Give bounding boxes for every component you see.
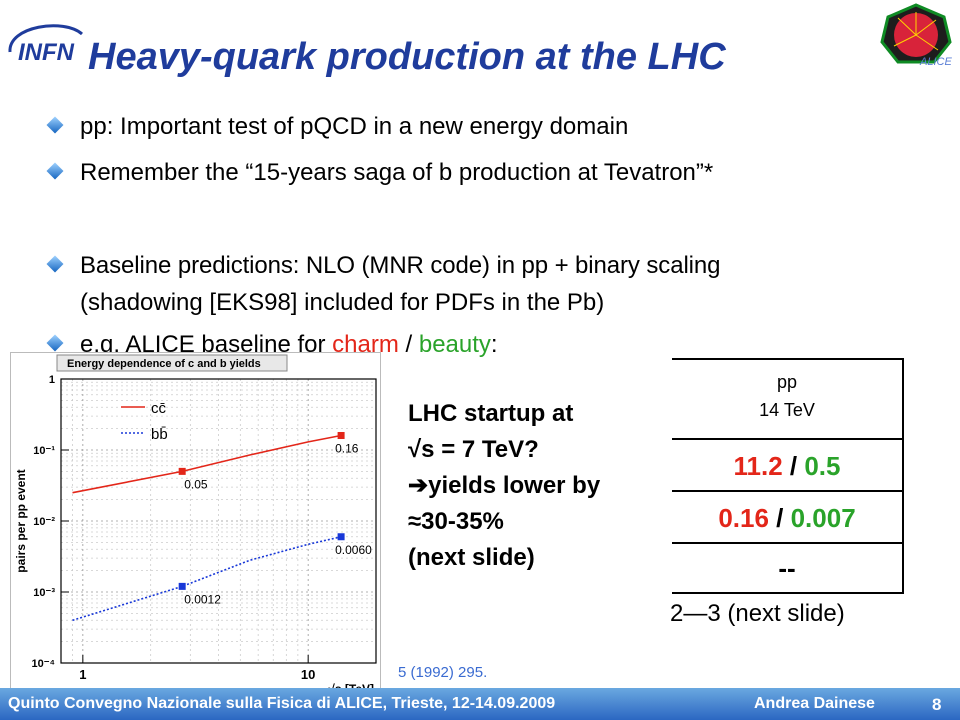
x-tick-label: 10 [301, 667, 315, 682]
callout-line-2: √s = 7 TeV? [408, 436, 539, 463]
table-cell-sep: / [768, 503, 791, 533]
baseline-suffix: : [490, 331, 498, 358]
table-header-energy: 14 TeV [759, 400, 815, 420]
y-tick-label: 10⁻⁴ [32, 658, 55, 670]
chart-canvas: Energy dependence of c and b yields 1 10⁻¹… [14, 354, 377, 696]
y-axis-label: pairs per pp event [14, 469, 28, 572]
bullet-text-2: Remember the “15-years saga of b product… [80, 159, 714, 186]
table-row-charm-beauty-1: 11.2 / 0.5 [672, 438, 902, 492]
series-line-charm [72, 434, 342, 494]
table-row-charm-beauty-2: 0.16 / 0.007 [672, 490, 902, 544]
callout-line-1: LHC startup at [408, 400, 574, 427]
y-tick-label: 1 [49, 374, 55, 386]
series-line-beauty [72, 536, 342, 622]
data-point-marker [337, 533, 345, 541]
alice-logo-text: ALICE [919, 56, 952, 68]
data-point-marker [178, 467, 186, 475]
baseline-separator: / [398, 331, 419, 358]
data-point-label: 0.05 [184, 477, 208, 491]
startup-callout: LHC startup at √s = 7 TeV? ➔yields lower… [408, 396, 600, 576]
chart-title-box [56, 354, 288, 372]
footer-bar: Quinto Convegno Nazionale sulla Fisica d… [0, 688, 960, 720]
table-cell-beauty: 0.5 [804, 451, 841, 481]
infn-logo: INFN [4, 18, 90, 70]
alice-logo: ALICE [876, 2, 956, 68]
table-header-system: pp [776, 372, 798, 392]
y-tick-label: 10⁻³ [33, 587, 55, 599]
y-tick-label: 10⁻² [33, 516, 55, 528]
x-tick-label: 1 [79, 667, 86, 682]
bullet-text-3: Baseline predictions: NLO (MNR code) in … [80, 252, 721, 279]
reference-text: 5 (1992) 295. [398, 664, 488, 681]
data-point-label: 0.0060 [335, 543, 372, 557]
bullet-icon [46, 116, 64, 134]
chart-title: Energy dependence of c and b yields [67, 358, 261, 370]
y-tick-label: 10⁻¹ [33, 445, 55, 457]
beauty-word: beauty [418, 331, 491, 358]
callout-line-3: yields lower by [428, 472, 601, 499]
baseline-table: pp 14 TeV 11.2 / 0.5 0.16 / 0.007 -- [672, 358, 904, 594]
footer-page-number: 8 [932, 695, 942, 714]
infn-logo-text: INFN [18, 39, 75, 66]
table-cell-charm: 0.16 [718, 503, 769, 533]
table-footnote: 2—3 (next slide) [670, 600, 845, 627]
data-point-marker [178, 582, 186, 590]
bullet-icon [46, 162, 64, 180]
data-point-marker [337, 432, 345, 440]
energy-dependence-chart: Energy dependence of c and b yields 1 10⁻¹… [10, 352, 381, 714]
bullet-icon [46, 255, 64, 273]
table-cell-sep: / [782, 451, 805, 481]
bullet-text-1: pp: Important test of pQCD in a new ener… [80, 113, 629, 140]
callout-line-5: (next slide) [408, 544, 535, 571]
arrow-icon: ➔ [408, 472, 429, 499]
legend-label-charm: cc̄ [151, 400, 167, 417]
slide-title: Heavy-quark production at the LHC [88, 36, 726, 78]
table-row-3: -- [672, 542, 902, 592]
bullet-icon [46, 334, 64, 352]
callout-line-4: ≈30-35% [408, 508, 504, 535]
legend-label-beauty: bb̄ [151, 426, 168, 443]
data-point-label: 0.0012 [184, 592, 221, 606]
footer-author: Andrea Dainese [754, 695, 875, 712]
data-point-label: 0.16 [335, 442, 359, 456]
table-header: pp 14 TeV [672, 368, 902, 424]
table-cell-beauty: 0.007 [790, 503, 856, 533]
footer-conference: Quinto Convegno Nazionale sulla Fisica d… [8, 695, 556, 712]
table-cell-charm: 11.2 [733, 451, 783, 481]
bullet-text-3-continued: (shadowing [EKS98] included for PDFs in … [80, 289, 605, 316]
